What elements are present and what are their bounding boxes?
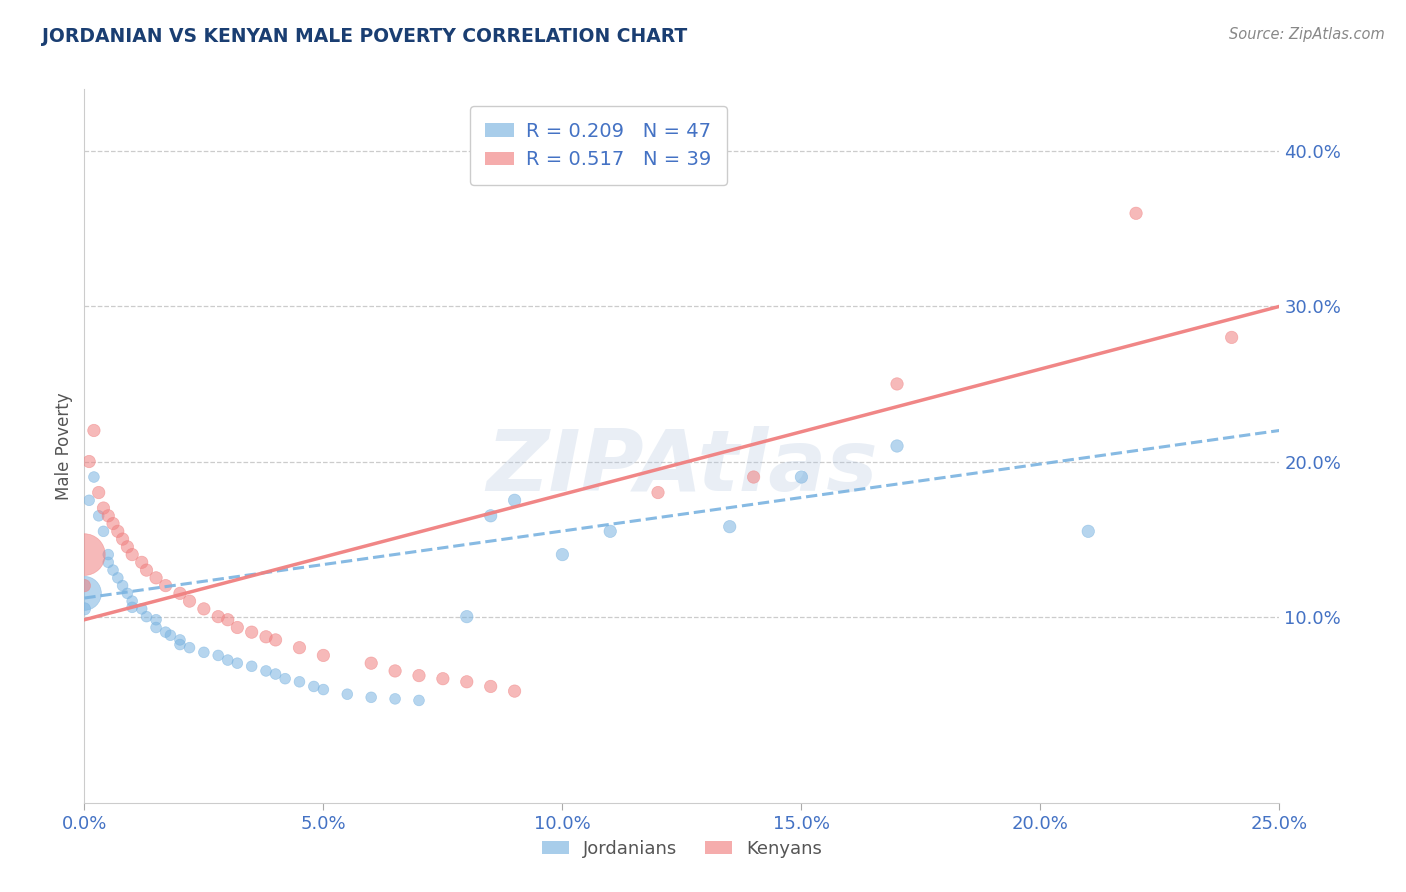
Legend: Jordanians, Kenyans: Jordanians, Kenyans — [534, 833, 830, 865]
Point — [254, 664, 277, 678]
Point — [479, 508, 502, 523]
Point — [207, 609, 229, 624]
Point — [384, 691, 406, 706]
Point — [145, 620, 167, 634]
Text: Source: ZipAtlas.com: Source: ZipAtlas.com — [1229, 27, 1385, 42]
Text: JORDANIAN VS KENYAN MALE POVERTY CORRELATION CHART: JORDANIAN VS KENYAN MALE POVERTY CORRELA… — [42, 27, 688, 45]
Point — [77, 454, 100, 468]
Point — [647, 485, 669, 500]
Point — [742, 470, 765, 484]
Point — [111, 532, 134, 546]
Point — [217, 613, 239, 627]
Point — [93, 501, 115, 516]
Point — [302, 680, 325, 694]
Point — [87, 485, 110, 500]
Point — [179, 640, 201, 655]
Point — [121, 594, 143, 608]
Point — [107, 524, 129, 539]
Text: ZIPAtlas: ZIPAtlas — [486, 425, 877, 509]
Point — [1220, 330, 1243, 344]
Point — [226, 620, 249, 634]
Point — [288, 674, 311, 689]
Point — [101, 516, 124, 531]
Point — [97, 548, 120, 562]
Point — [240, 659, 263, 673]
Point — [145, 571, 167, 585]
Point — [135, 563, 157, 577]
Point — [97, 555, 120, 569]
Point — [135, 609, 157, 624]
Point — [217, 653, 239, 667]
Point — [456, 609, 478, 624]
Point — [360, 690, 382, 705]
Point — [73, 548, 96, 562]
Point — [226, 656, 249, 670]
Point — [432, 672, 454, 686]
Point — [264, 667, 287, 681]
Point — [193, 645, 215, 659]
Point — [790, 470, 813, 484]
Point — [886, 376, 908, 391]
Point — [408, 693, 430, 707]
Point — [77, 493, 100, 508]
Point — [408, 668, 430, 682]
Point — [207, 648, 229, 663]
Point — [83, 424, 105, 438]
Point — [886, 439, 908, 453]
Point — [73, 586, 96, 600]
Point — [264, 632, 287, 647]
Point — [93, 524, 115, 539]
Point — [503, 684, 526, 698]
Point — [117, 586, 139, 600]
Point — [169, 632, 191, 647]
Point — [97, 508, 120, 523]
Point — [117, 540, 139, 554]
Point — [145, 613, 167, 627]
Point — [551, 548, 574, 562]
Point — [83, 470, 105, 484]
Point — [1077, 524, 1099, 539]
Point — [274, 672, 297, 686]
Point — [87, 508, 110, 523]
Point — [254, 630, 277, 644]
Point — [240, 625, 263, 640]
Point — [155, 579, 177, 593]
Point — [121, 548, 143, 562]
Point — [169, 586, 191, 600]
Y-axis label: Male Poverty: Male Poverty — [55, 392, 73, 500]
Point — [456, 674, 478, 689]
Point — [155, 625, 177, 640]
Point — [599, 524, 621, 539]
Point — [111, 579, 134, 593]
Point — [107, 571, 129, 585]
Point — [73, 579, 96, 593]
Point — [360, 656, 382, 670]
Point — [718, 519, 741, 533]
Point — [179, 594, 201, 608]
Point — [384, 664, 406, 678]
Point — [288, 640, 311, 655]
Point — [121, 600, 143, 615]
Point — [503, 493, 526, 508]
Point — [479, 680, 502, 694]
Point — [1125, 206, 1147, 220]
Point — [193, 602, 215, 616]
Point — [131, 555, 153, 569]
Point — [312, 648, 335, 663]
Point — [169, 638, 191, 652]
Point — [159, 628, 181, 642]
Point — [101, 563, 124, 577]
Point — [73, 602, 96, 616]
Point — [131, 602, 153, 616]
Point — [336, 687, 359, 701]
Point — [312, 682, 335, 697]
